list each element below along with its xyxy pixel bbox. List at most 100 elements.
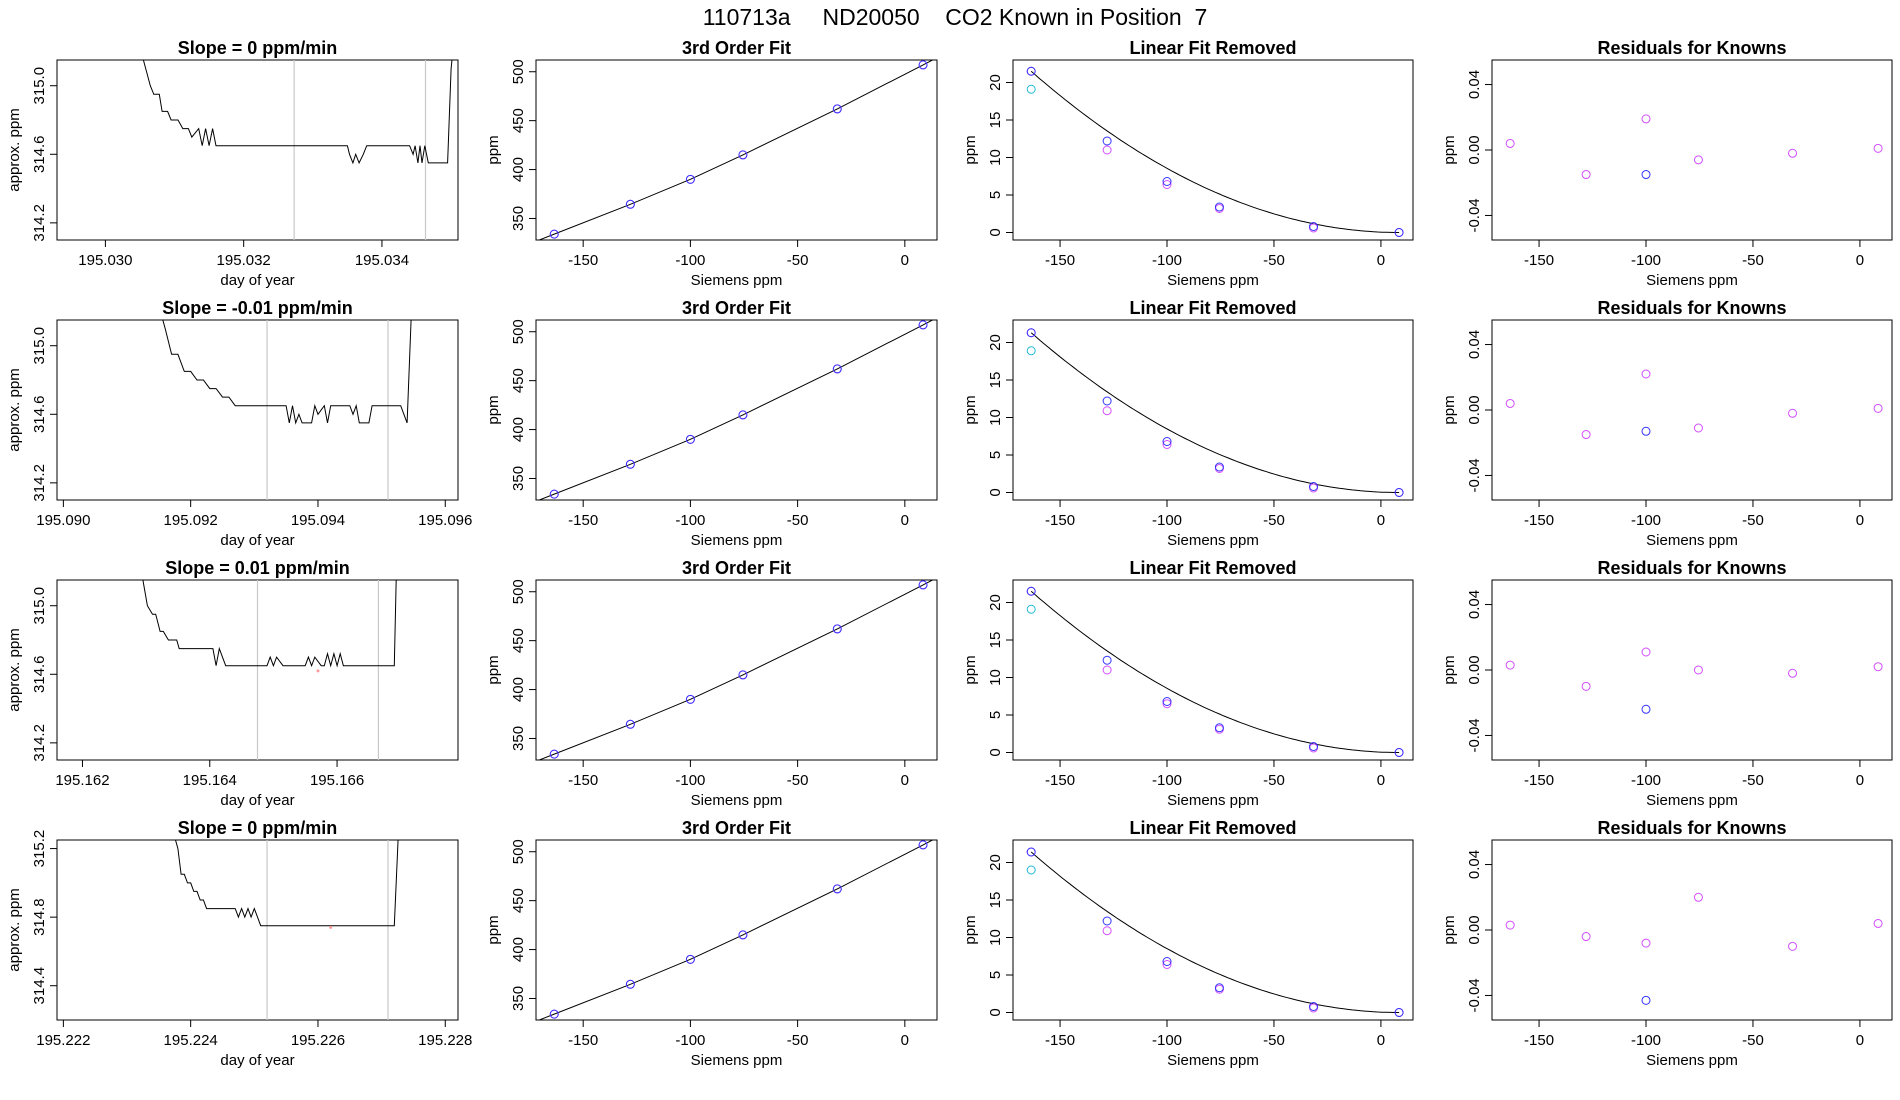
panel-title: 3rd Order Fit (682, 298, 791, 318)
y-tick-label: 500 (510, 579, 527, 604)
y-axis-label: ppm (1441, 655, 1458, 684)
x-tick-label: -50 (787, 772, 809, 789)
known-point-blue (918, 580, 928, 590)
known-point-blue (1026, 328, 1036, 338)
plot-frame (1491, 59, 1893, 241)
y-axis-label: approx. ppm (6, 368, 23, 451)
y-tick-label: 314.6 (31, 656, 48, 694)
x-tick-label: -150 (1524, 252, 1554, 269)
panel-title: Linear Fit Removed (1129, 298, 1296, 318)
panel-title: Residuals for Knowns (1597, 818, 1786, 838)
x-tick-label: -50 (1742, 772, 1764, 789)
panel-title: Residuals for Knowns (1597, 298, 1786, 318)
y-axis-label: ppm (962, 135, 979, 164)
x-tick-label: -150 (1045, 512, 1075, 529)
plot-frame (535, 839, 938, 1021)
x-axis-label: Siemens ppm (691, 1052, 783, 1069)
y-tick-label: 15 (987, 112, 1004, 129)
plot-frame (56, 839, 459, 1021)
known-point-magenta (1102, 406, 1112, 416)
known-point-blue (1394, 1008, 1404, 1017)
x-tick-label: -50 (787, 512, 809, 529)
known-point-blue (1026, 586, 1036, 596)
residual-point-magenta (1581, 170, 1591, 180)
y-axis-label: ppm (485, 135, 502, 164)
known-point-blue (1102, 916, 1112, 926)
x-tick-label: -50 (1263, 772, 1285, 789)
known-point-blue (1309, 222, 1319, 231)
residual-point-magenta (1641, 647, 1651, 657)
y-tick-label: 5 (987, 711, 1004, 719)
known-point-blue (1162, 177, 1172, 186)
y-tick-label: 0 (987, 228, 1004, 236)
y-axis-label: ppm (962, 915, 979, 944)
known-point-blue (1394, 748, 1404, 757)
known-point-blue (1162, 957, 1172, 966)
y-axis-label: ppm (485, 915, 502, 944)
plot-frame (1012, 839, 1414, 1021)
known-point-blue (625, 979, 635, 989)
plot-area (1505, 114, 1883, 180)
plot-frame (1491, 839, 1893, 1021)
y-tick-label: 0 (987, 1008, 1004, 1016)
x-tick-label: -100 (1631, 772, 1661, 789)
x-tick-label: -50 (787, 1032, 809, 1049)
plot-area (1026, 328, 1404, 497)
x-tick-label: 195.222 (36, 1032, 90, 1049)
panel-title: Linear Fit Removed (1129, 38, 1296, 58)
residual-point-magenta (1693, 155, 1703, 165)
known-point-blue (738, 150, 748, 160)
x-tick-label: -50 (1742, 1032, 1764, 1049)
y-tick-label: 0.00 (1466, 655, 1483, 684)
y-tick-label: 450 (510, 368, 527, 393)
known-point-magenta (1102, 145, 1112, 155)
x-tick-label: -150 (1045, 772, 1075, 789)
x-tick-label: -100 (1631, 1032, 1661, 1049)
residual-curve (1030, 70, 1400, 233)
known-point-magenta (1162, 960, 1172, 969)
y-tick-label: 0.04 (1466, 70, 1483, 99)
y-axis-label: ppm (1441, 395, 1458, 424)
residual-point-blue (1641, 704, 1651, 714)
known-point-blue (685, 174, 695, 184)
plot-frame (1012, 579, 1414, 761)
known-point-blue (832, 364, 842, 374)
residual-point-magenta (1788, 941, 1798, 951)
known-point-blue (1394, 488, 1404, 497)
residual-point-magenta (1581, 932, 1591, 942)
y-tick-label: 0 (987, 488, 1004, 496)
y-axis-label: ppm (1441, 135, 1458, 164)
y-tick-label: 315.0 (31, 67, 48, 105)
panel-title: 3rd Order Fit (682, 38, 791, 58)
residual-point-magenta (1788, 668, 1798, 678)
y-tick-label: 10 (987, 409, 1004, 426)
y-tick-label: 15 (987, 632, 1004, 649)
y-tick-label: 15 (987, 892, 1004, 909)
x-tick-label: 195.162 (55, 772, 109, 789)
known-point-blue (918, 840, 928, 850)
x-tick-label: -100 (675, 252, 705, 269)
x-axis-label: day of year (220, 1052, 294, 1069)
x-tick-label: 0 (901, 512, 909, 529)
y-tick-label: 0.04 (1466, 850, 1483, 879)
known-point-blue (625, 199, 635, 209)
y-tick-label: 0.00 (1466, 915, 1483, 944)
plot-area (1505, 892, 1883, 1005)
y-tick-label: 5 (987, 451, 1004, 459)
y-tick-label: 5 (987, 191, 1004, 199)
x-tick-label: -100 (675, 1032, 705, 1049)
known-point-blue (1026, 847, 1036, 857)
x-tick-label: 0 (1856, 512, 1864, 529)
residual-point-magenta (1505, 920, 1515, 930)
y-tick-label: 10 (987, 149, 1004, 166)
panel-title: Slope = -0.01 ppm/min (162, 298, 353, 318)
residual-point-magenta (1505, 398, 1515, 408)
y-tick-label: 315.2 (31, 830, 48, 868)
plot-area (142, 60, 453, 240)
x-axis-label: Siemens ppm (1167, 1052, 1259, 1069)
y-tick-label: 10 (987, 929, 1004, 946)
x-tick-label: 195.094 (291, 512, 345, 529)
residual-point-magenta (1581, 430, 1591, 440)
y-tick-label: 314.6 (31, 136, 48, 174)
residual-point-magenta (1873, 143, 1883, 153)
